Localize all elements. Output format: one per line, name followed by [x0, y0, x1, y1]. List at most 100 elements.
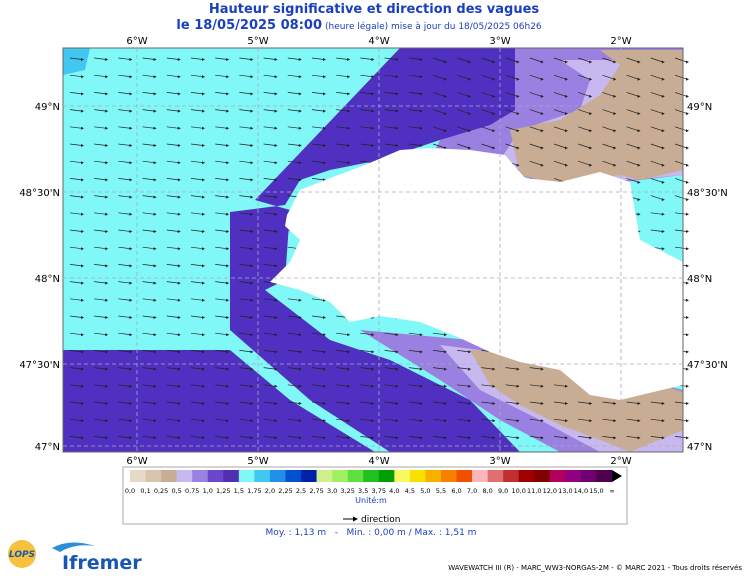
wave-arrow-head	[153, 92, 157, 96]
wave-arrow	[336, 384, 349, 387]
wave-arrow-head	[492, 402, 496, 405]
wave-arrow	[602, 401, 615, 404]
x-label: 5°W	[247, 456, 268, 467]
sea-zone	[230, 48, 530, 452]
wave-arrow-head	[250, 419, 254, 423]
wave-arrow-head	[444, 333, 447, 337]
wave-arrow-head	[298, 333, 302, 337]
wave-arrow-head	[395, 436, 399, 440]
wave-arrow-head	[347, 350, 351, 354]
wave-arrow	[142, 436, 155, 439]
wave-arrow	[166, 126, 179, 129]
wave-arrow-head	[177, 195, 181, 199]
wave-arrow	[190, 332, 204, 336]
wave-arrow-head	[637, 198, 641, 202]
wave-arrow-head	[202, 367, 205, 371]
wave-arrow-head	[226, 144, 230, 147]
wave-arrow	[94, 57, 107, 60]
wave-arrow-head	[129, 298, 133, 302]
wave-arrow-head	[686, 230, 689, 233]
wave-arrow	[118, 160, 131, 164]
wave-arrow-head	[177, 144, 181, 147]
wave-arrow-head	[637, 94, 641, 98]
wave-arrow	[481, 109, 494, 114]
wave-arrow-head	[202, 178, 205, 182]
wave-arrow-head	[540, 419, 544, 423]
y-label: 48°N	[35, 274, 60, 285]
wave-arrow	[578, 418, 591, 422]
wave-arrow	[336, 92, 349, 95]
wave-arrow-head	[395, 58, 399, 61]
wave-arrow-head	[565, 129, 568, 133]
wave-arrow	[239, 350, 252, 353]
wave-arrow	[215, 332, 228, 336]
wave-arrow-head	[613, 436, 617, 440]
wave-arrow-head	[565, 163, 568, 167]
wave-arrow	[215, 212, 228, 215]
wave-arrow-head	[129, 350, 133, 354]
wave-arrow-head	[419, 109, 423, 113]
wave-arrow-head	[637, 402, 641, 405]
wave-arrow	[578, 401, 591, 404]
wave-arrow-head	[298, 126, 302, 130]
wave-arrow	[529, 160, 542, 166]
wave-arrow-head	[444, 94, 447, 98]
colorbar-label: 1,5	[234, 487, 244, 495]
wave-arrow	[190, 92, 204, 95]
wave-arrow-head	[516, 129, 520, 133]
wave-arrow	[142, 350, 155, 353]
wave-arrow	[650, 109, 663, 114]
wave-arrow	[311, 350, 325, 353]
wave-arrow-head	[226, 367, 230, 371]
color-swatch	[161, 470, 177, 482]
wave-arrow-head	[492, 436, 496, 440]
wave-arrow-head	[177, 126, 181, 130]
color-swatch	[378, 470, 395, 482]
wave-arrow-head	[589, 129, 593, 133]
wave-arrow	[263, 126, 276, 129]
wave-arrow-head	[347, 92, 351, 96]
wave-arrow	[94, 92, 107, 95]
wave-arrow-head	[540, 436, 544, 440]
wave-arrow	[142, 401, 155, 404]
wave-arrow	[626, 418, 639, 422]
y-label: 47°N	[35, 442, 60, 453]
wave-arrow	[118, 92, 131, 95]
wave-arrow-head	[589, 112, 593, 116]
wave-arrow	[142, 281, 155, 284]
color-swatch	[192, 470, 209, 482]
wave-arrow-head	[637, 60, 641, 64]
wave-arrow	[384, 418, 397, 422]
wave-arrow-head	[250, 298, 254, 302]
wave-arrow-head	[226, 109, 230, 113]
map-frame	[62, 47, 684, 453]
wave-arrow	[166, 229, 179, 232]
wave-arrow	[263, 384, 276, 387]
wave-arrow-head	[540, 146, 544, 150]
wave-arrow	[239, 195, 252, 198]
wave-arrow-head	[323, 402, 326, 405]
wave-arrow-head	[686, 281, 689, 285]
wave-arrow-head	[347, 126, 351, 130]
wave-arrow	[408, 126, 421, 129]
wave-arrow-head	[226, 92, 230, 96]
wave-arrow-head	[129, 144, 133, 147]
wave-arrow	[408, 143, 421, 146]
wave-arrow	[263, 418, 276, 422]
wave-arrow	[239, 143, 252, 146]
wave-arrow	[166, 401, 179, 404]
wave-arrow-head	[323, 144, 326, 147]
wave-arrow-head	[686, 129, 689, 133]
wave-arrow	[505, 401, 518, 404]
wave-arrow-head	[105, 195, 109, 199]
wave-arrow-head	[492, 77, 496, 81]
wave-arrow	[263, 143, 276, 146]
wave-arrow	[336, 160, 349, 164]
wave-arrow	[190, 264, 204, 267]
wave-arrow-head	[226, 436, 230, 440]
wave-arrow	[94, 212, 107, 215]
colorbar-label: 1,75	[247, 487, 261, 495]
wave-arrow-head	[105, 402, 109, 405]
wave-arrow-head	[274, 109, 278, 113]
wave-arrow-head	[274, 75, 278, 79]
